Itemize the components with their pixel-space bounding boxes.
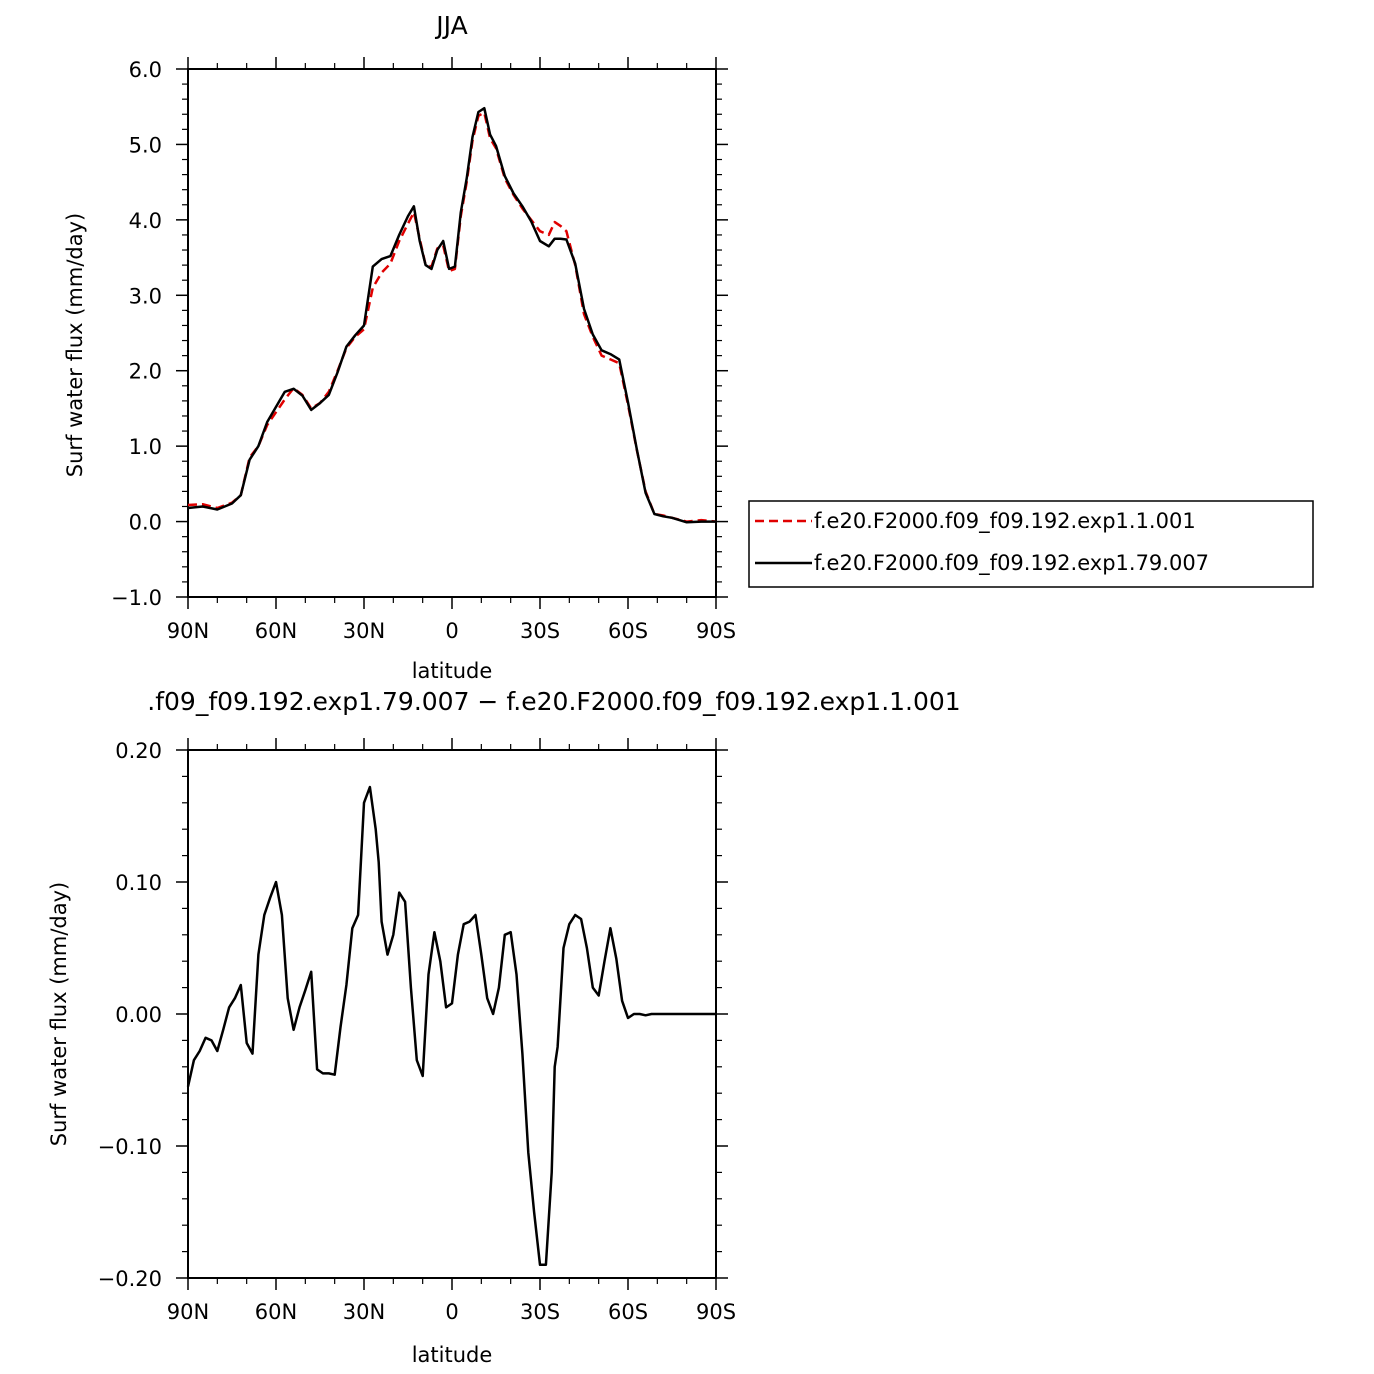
x-tick-label: 30S (520, 619, 560, 643)
y-tick-label: 0.0 (129, 511, 162, 535)
x-tick-label: 30N (343, 1300, 385, 1324)
x-tick-label: 60S (608, 619, 648, 643)
x-tick-label: 60N (255, 1300, 297, 1324)
plot-title: JJA (434, 11, 467, 40)
x-axis-title: latitude (412, 1343, 493, 1367)
panel-seasonal-mean: JJA 90N 60N 30N 0 30S 60S 90S −1.0 0.0 1.0 2.0 3.0… (63, 11, 1314, 683)
y-tick-label: 3.0 (129, 284, 162, 308)
y-axis-title: Surf water flux (mm/day) (63, 213, 87, 478)
axes-frame (187, 68, 717, 598)
y-tick-labels: −1.0 0.0 1.0 2.0 3.0 4.0 5.0 6.0 (111, 58, 162, 610)
legend-label-series-2: f.e20.F2000.f09_f09.192.exp1.79.007 (814, 551, 1209, 576)
legend-label-series-1: f.e20.F2000.f09_f09.192.exp1.1.001 (814, 509, 1196, 534)
y-tick-label: 0.10 (115, 871, 162, 895)
tick-marks (176, 57, 728, 609)
y-tick-label: −1.0 (111, 586, 162, 610)
series-lines (187, 106, 717, 524)
x-tick-label: 0 (445, 619, 458, 643)
series-line-1 (186, 785, 716, 1267)
series-line-1 (187, 111, 717, 523)
legend: f.e20.F2000.f09_f09.192.exp1.1.001 f.e20… (748, 500, 1314, 588)
y-tick-label: 1.0 (129, 435, 162, 459)
x-tick-label: 0 (445, 1300, 458, 1324)
x-tick-label: 60S (608, 1300, 648, 1324)
x-tick-label: 60N (255, 619, 297, 643)
y-tick-label: −0.10 (98, 1135, 162, 1159)
x-tick-label: 30S (520, 1300, 560, 1324)
x-tick-label: 90S (696, 619, 736, 643)
y-tick-label: 0.20 (115, 739, 162, 763)
x-axis-title: latitude (412, 659, 493, 683)
x-tick-label: 90S (696, 1300, 736, 1324)
tick-marks (176, 738, 728, 1290)
x-tick-labels: 90N 60N 30N 0 30S 60S 90S (167, 1300, 736, 1324)
y-tick-label: −0.20 (98, 1267, 162, 1291)
panel-difference: .f09_f09.192.exp1.79.007 − f.e20.F2000.f… (47, 687, 961, 1367)
x-tick-label: 90N (167, 1300, 209, 1324)
legend-box (748, 500, 1314, 588)
plot-frame (187, 68, 717, 598)
y-tick-label: 4.0 (129, 209, 162, 233)
y-tick-label: 6.0 (129, 58, 162, 82)
plot-title: .f09_f09.192.exp1.79.007 − f.e20.F2000.f… (147, 687, 960, 716)
y-axis-title: Surf water flux (mm/day) (47, 882, 71, 1147)
x-tick-label: 30N (343, 619, 385, 643)
y-tick-labels: −0.20 −0.10 0.00 0.10 0.20 (98, 739, 162, 1291)
y-tick-label: 0.00 (115, 1003, 162, 1027)
y-tick-label: 2.0 (129, 360, 162, 384)
y-tick-label: 5.0 (129, 133, 162, 157)
x-tick-label: 90N (167, 619, 209, 643)
x-tick-labels: 90N 60N 30N 0 30S 60S 90S (167, 619, 736, 643)
series-lines (186, 785, 716, 1267)
series-line-2 (187, 106, 716, 524)
